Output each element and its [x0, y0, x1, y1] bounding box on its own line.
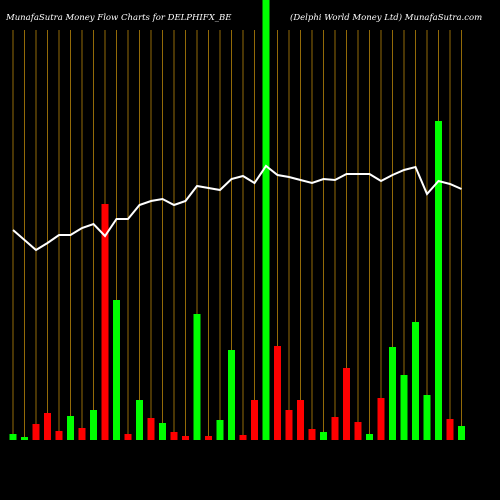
bar — [9, 434, 17, 440]
bar — [113, 300, 120, 440]
bar — [67, 416, 74, 440]
bar — [308, 429, 316, 440]
bar — [78, 428, 86, 440]
bar — [32, 424, 40, 440]
bar — [101, 204, 109, 440]
bar — [193, 314, 201, 440]
bar — [182, 436, 189, 440]
bar — [228, 350, 235, 440]
bar — [377, 398, 385, 440]
bar — [55, 431, 63, 440]
bar — [446, 419, 454, 440]
bar — [389, 347, 396, 440]
bar — [366, 434, 373, 440]
bar — [458, 426, 465, 440]
bar — [412, 322, 419, 440]
bar — [274, 346, 281, 440]
bar — [262, 0, 270, 440]
bar — [435, 121, 442, 440]
bar — [136, 400, 143, 440]
bar — [170, 432, 178, 440]
bar — [423, 395, 431, 440]
bar — [205, 436, 212, 440]
bar — [21, 437, 28, 440]
money-flow-line — [12, 164, 462, 252]
bar — [124, 434, 132, 440]
chart-subtitle: (Delphi World Money Ltd) MunafaSutra.com — [290, 12, 482, 23]
bar — [285, 410, 293, 440]
bar — [320, 432, 327, 440]
bar — [216, 420, 224, 440]
bar — [159, 423, 166, 440]
bar — [331, 417, 339, 440]
bar — [400, 375, 408, 440]
bar — [147, 418, 155, 440]
bar — [354, 422, 362, 440]
bar — [44, 413, 51, 440]
chart-title: MunafaSutra Money Flow Charts for DELPHI… — [5, 13, 232, 23]
bar — [297, 400, 304, 440]
bar — [251, 400, 258, 440]
bar — [343, 368, 350, 440]
bar — [239, 435, 247, 440]
bar — [90, 410, 97, 440]
